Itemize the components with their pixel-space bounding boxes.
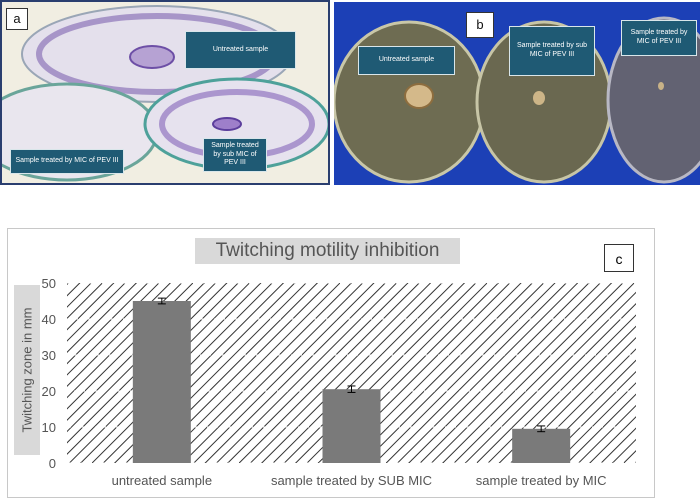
bar (322, 389, 381, 463)
x-tick-label: sample treated by MIC (476, 473, 607, 488)
tag-submic-a: Sample treated by sub MIC of PEV III (203, 138, 267, 172)
error-bar (347, 385, 356, 393)
bars (132, 301, 571, 463)
y-ticks: 0 10 20 30 40 50 (42, 276, 56, 471)
y-axis-label-box (14, 285, 40, 455)
panel-a-label: a (6, 8, 28, 30)
y-tick-label: 40 (42, 312, 56, 327)
error-bar (157, 297, 166, 305)
bar (512, 428, 571, 463)
error-bar (537, 425, 546, 433)
tag-untreated-a: Untreated sample (185, 31, 296, 69)
tag-untreated-b: Untreated sample (358, 46, 455, 75)
error-bars (157, 297, 546, 433)
y-tick-label: 30 (42, 348, 56, 363)
tag-mic-b: Sample treated by MIC of PEV III (621, 20, 697, 56)
panel-a-photo: a Untreated sample Sample treated by MIC… (0, 0, 330, 185)
x-tick-label: untreated sample (112, 473, 212, 488)
x-tick-label: sample treated by SUB MIC (271, 473, 432, 488)
panel-c-label: c (604, 244, 634, 272)
plate-mic-b (606, 16, 700, 184)
y-tick-label: 20 (42, 384, 56, 399)
chart-title: Twitching motility inhibition (195, 238, 460, 264)
tag-mic-a: Sample treated by MIC of PEV III (10, 149, 124, 174)
y-tick-label: 0 (49, 456, 56, 471)
bar (132, 301, 191, 463)
panel-b-label: b (466, 12, 494, 38)
y-tick-label: 10 (42, 420, 56, 435)
panel-b-photo: b Untreated sample Sample treated by sub… (334, 2, 700, 185)
y-tick-label: 50 (42, 276, 56, 291)
x-ticks: untreated sample sample treated by SUB MI… (112, 473, 607, 488)
tag-submic-b: Sample treated by sub MIC of PEV III (509, 26, 595, 76)
